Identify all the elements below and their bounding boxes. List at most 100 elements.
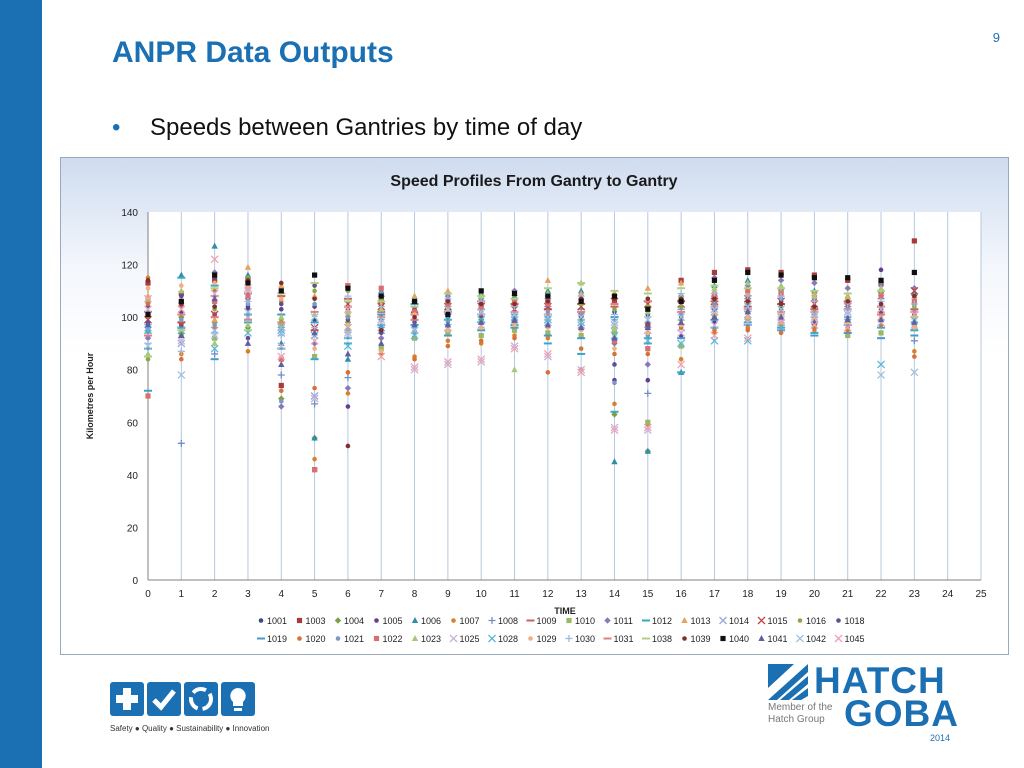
- data-point-1010: [645, 419, 651, 425]
- data-point-1042: [410, 326, 419, 335]
- legend-marker-1014: [719, 616, 727, 625]
- data-point-1045: [810, 321, 819, 329]
- bullet-item: • Speeds between Gantries by time of day: [112, 114, 582, 142]
- data-point-1010: [212, 335, 218, 341]
- data-point-1039: [712, 296, 717, 302]
- plot-area: [148, 212, 981, 580]
- x-tick-label: 6: [345, 589, 351, 600]
- data-point-1022: [212, 298, 218, 304]
- data-point-1045: [877, 305, 885, 314]
- data-point-1025: [310, 394, 319, 403]
- data-point-1022: [145, 393, 151, 399]
- data-point-1040: [611, 293, 618, 299]
- y-tick-label: 20: [127, 523, 139, 534]
- data-point-1025: [577, 365, 586, 374]
- data-point-1003: [845, 277, 851, 283]
- data-point-1030: [677, 289, 685, 297]
- data-point-1003: [911, 238, 917, 244]
- data-point-1042: [144, 342, 152, 351]
- data-point-1014: [743, 310, 752, 319]
- data-point-1042: [244, 307, 252, 316]
- data-point-1020: [312, 385, 317, 391]
- data-point-1023: [777, 282, 785, 289]
- data-point-1012: [610, 410, 619, 413]
- data-point-1019: [877, 337, 886, 340]
- legend-marker-1038: [642, 637, 650, 640]
- data-point-1023: [144, 350, 152, 357]
- legend-marker-1040: [720, 635, 726, 642]
- y-tick-label: 80: [127, 366, 139, 377]
- data-point-1040: [178, 298, 184, 304]
- data-point-1028: [343, 342, 352, 351]
- data-point-1022: [611, 338, 618, 344]
- data-point-1023: [344, 308, 352, 315]
- speed-profile-chart: Speed Profiles From Gantry to Gantry 0 1 2 3…: [60, 157, 1009, 655]
- data-point-1025: [144, 305, 152, 314]
- data-point-1045: [643, 423, 652, 432]
- data-point-1038: [777, 287, 786, 290]
- data-point-1019: [477, 329, 486, 332]
- data-point-1007: [445, 338, 451, 344]
- x-tick-label: 22: [875, 589, 887, 600]
- data-point-1010: [878, 330, 884, 336]
- data-point-1012: [277, 347, 286, 350]
- lightbulb-icon: [221, 682, 255, 716]
- legend-label-1031: 1031: [614, 634, 634, 644]
- data-point-1021: [312, 301, 317, 307]
- data-point-1010: [278, 322, 284, 328]
- data-point-1022: [245, 293, 251, 299]
- data-point-1020: [645, 351, 651, 357]
- data-point-1019: [777, 329, 786, 332]
- data-point-1023: [278, 313, 285, 320]
- data-point-1020: [612, 351, 617, 357]
- data-point-1039: [812, 304, 817, 309]
- data-point-1005: [878, 267, 884, 273]
- legend-label-1015: 1015: [768, 616, 788, 626]
- legend-label-1020: 1020: [306, 634, 326, 644]
- x-tick-label: 24: [942, 589, 954, 600]
- data-point-1031: [377, 316, 386, 319]
- member-line-2: Hatch Group: [768, 714, 825, 725]
- data-point-1013: [211, 316, 218, 323]
- data-point-1012: [144, 389, 152, 392]
- data-point-1005: [278, 306, 284, 312]
- data-point-1045: [910, 310, 919, 319]
- data-point-1010: [345, 327, 351, 333]
- data-point-1025: [777, 315, 786, 324]
- data-point-1019: [343, 337, 352, 340]
- legend-marker-1006: [411, 617, 419, 623]
- data-point-1021: [612, 380, 617, 386]
- legend-label-1010: 1010: [575, 616, 595, 626]
- legend-marker-1030: [565, 635, 573, 642]
- data-point-1042: [777, 305, 786, 314]
- data-point-1031: [310, 310, 319, 313]
- data-point-1038: [477, 295, 486, 298]
- data-point-1012: [843, 324, 852, 327]
- data-point-1007: [912, 349, 917, 354]
- data-point-1010: [478, 332, 484, 339]
- logo-mark-icon: [768, 664, 808, 700]
- data-point-1029: [145, 285, 151, 291]
- data-point-1007: [345, 391, 351, 396]
- x-axis-label: TIME: [554, 606, 576, 616]
- data-point-1011: [844, 285, 851, 292]
- data-point-1041: [544, 321, 552, 328]
- data-point-1025: [244, 286, 252, 295]
- bullet-text: Speeds between Gantries by time of day: [150, 114, 583, 141]
- data-point-1025: [177, 336, 186, 345]
- data-point-1041: [744, 308, 751, 315]
- data-point-1010: [411, 335, 418, 341]
- data-point-1041: [577, 324, 585, 331]
- data-point-1020: [745, 327, 751, 333]
- data-point-1010: [445, 330, 451, 336]
- data-point-1029: [445, 327, 451, 333]
- data-point-1012: [710, 326, 719, 329]
- data-point-1022: [878, 293, 884, 299]
- data-point-1029: [612, 346, 617, 351]
- data-point-1019: [377, 313, 386, 316]
- page-number: 9: [992, 30, 1000, 45]
- data-point-1009: [243, 292, 252, 295]
- x-tick-label: 23: [909, 589, 921, 600]
- data-point-1031: [443, 310, 452, 313]
